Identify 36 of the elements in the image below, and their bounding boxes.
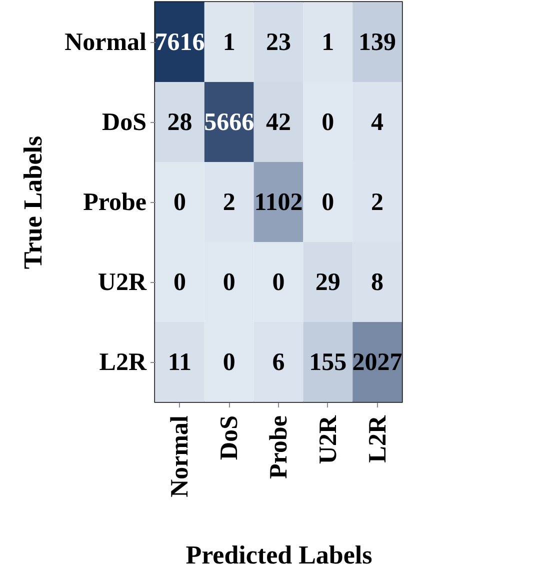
data-label: 1 [322,29,334,56]
data-label: 5666 [204,109,254,136]
y-tick-label: Normal [64,29,147,56]
data-label: 29 [315,269,340,296]
data-label: 155 [309,349,347,376]
data-label: 6 [272,349,285,376]
x-tick-label: L2R [364,414,392,463]
y-tick-label: Probe [83,189,146,216]
data-label: 0 [222,349,236,376]
y-tick-label: U2R [98,269,148,296]
data-label: 139 [358,29,396,56]
data-label: 2 [222,189,236,216]
data-label: 0 [173,269,186,296]
data-label: 28 [167,109,192,136]
x-tick-label: DoS [216,416,244,460]
y-tick-label: DoS [102,109,146,136]
data-label: 23 [266,29,291,56]
data-label: 0 [272,269,285,296]
data-label: 0 [322,109,334,136]
x-axis-title: Predicted Labels [186,540,372,570]
data-label: 8 [371,269,384,296]
data-label: 0 [322,189,334,216]
data-label: 1 [222,29,236,56]
data-label: 2 [371,189,384,216]
data-label: 4 [371,109,384,136]
data-label: 7616 [154,29,205,56]
y-axis-title: True Labels [18,136,48,270]
data-label: 1102 [254,189,303,216]
x-tick-label: Probe [266,416,292,479]
data-label: 0 [222,269,236,296]
y-tick-label: L2R [99,349,148,376]
data-label: 0 [173,189,186,216]
data-label: 11 [168,349,192,376]
data-label: 2027 [352,349,402,376]
x-tick-label: U2R [314,414,342,464]
data-label: 42 [266,109,291,136]
